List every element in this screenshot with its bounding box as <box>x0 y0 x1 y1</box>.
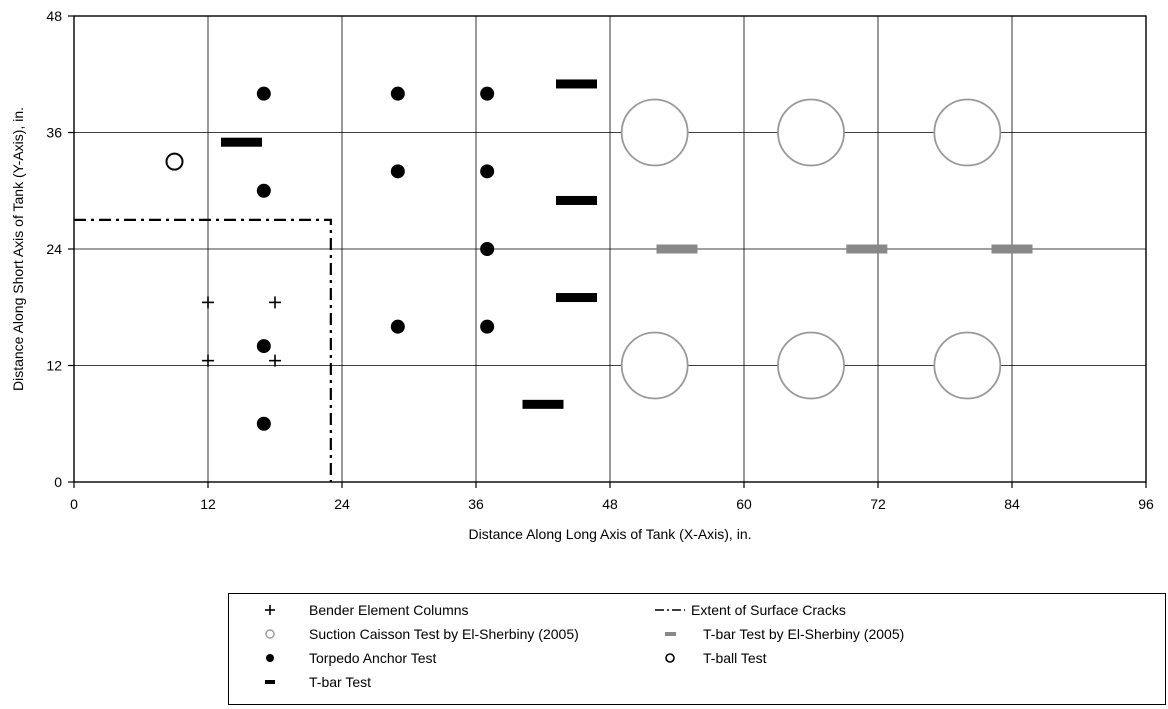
x-axis-title: Distance Along Long Axis of Tank (X-Axis… <box>469 526 752 542</box>
open-circle-marker-icon <box>265 629 275 639</box>
legend: Bender Element Columns Extent of Surface… <box>228 593 1166 705</box>
tbar-point <box>221 137 262 147</box>
torpedo-anchor-point <box>390 86 405 101</box>
legend-label: T-bar Test by El-Sherbiny (2005) <box>703 626 905 642</box>
tbar-elsherbiny-point <box>846 244 888 254</box>
x-tick-label: 36 <box>468 496 484 512</box>
torpedo-anchor-point <box>480 164 495 179</box>
tbar-point <box>556 79 597 89</box>
x-tick-label: 84 <box>1004 496 1020 512</box>
legend-item-tball: T-ball Test <box>653 648 767 668</box>
torpedo-anchor-point <box>480 86 495 101</box>
tbar-point <box>556 195 597 205</box>
legend-label: Bender Element Columns <box>309 602 469 618</box>
surface-crack-extent-line <box>74 218 332 482</box>
legend-item-tbar: T-bar Test <box>253 672 371 692</box>
suction-caisson-point <box>620 98 689 167</box>
torpedo-anchor-point <box>256 183 271 198</box>
x-tick-label: 12 <box>200 496 216 512</box>
tbar-elsherbiny-point <box>656 244 698 254</box>
legend-item-tbar-elsherbiny: T-bar Test by El-Sherbiny (2005) <box>653 624 904 644</box>
legend-label: T-bar Test <box>309 674 371 690</box>
legend-label: Extent of Surface Cracks <box>691 602 846 618</box>
torpedo-anchor-point <box>256 416 271 431</box>
suction-caisson-point <box>777 98 845 167</box>
x-tick-label: 60 <box>736 496 752 512</box>
torpedo-anchor-point <box>256 339 271 354</box>
legend-label: Torpedo Anchor Test <box>309 650 437 666</box>
suction-caisson-point <box>620 331 689 400</box>
y-tick-label: 48 <box>46 8 62 24</box>
legend-item-caisson: Suction Caisson Test by El-Sherbiny (200… <box>253 624 579 644</box>
tball-point <box>165 152 184 171</box>
legend-label: T-ball Test <box>703 650 767 666</box>
legend-item-torpedo: Torpedo Anchor Test <box>253 648 436 668</box>
x-tick-label: 96 <box>1138 496 1154 512</box>
y-tick-label: 24 <box>46 241 62 257</box>
torpedo-anchor-point <box>390 319 405 334</box>
suction-caisson-point <box>933 98 1002 167</box>
y-tick-label: 36 <box>46 125 62 141</box>
legend-item-cracks: Extent of Surface Cracks <box>653 600 846 620</box>
tbar-point <box>556 293 597 303</box>
torpedo-anchor-point <box>256 86 271 101</box>
torpedo-anchor-point <box>390 164 405 179</box>
dashdot-line-icon <box>655 609 685 611</box>
small-open-circle-marker-icon <box>665 653 675 663</box>
x-tick-label: 24 <box>334 496 350 512</box>
y-axis-title: Distance Along Short Axis of Tank (Y-Axi… <box>10 107 26 391</box>
torpedo-anchor-point <box>480 319 495 334</box>
tbar-elsherbiny-point <box>991 244 1033 254</box>
x-tick-label: 72 <box>870 496 886 512</box>
plus-marker-icon <box>265 605 275 615</box>
legend-label: Suction Caisson Test by El-Sherbiny (200… <box>309 626 579 642</box>
dash-marker-icon <box>665 632 676 636</box>
tbar-point <box>522 399 564 409</box>
y-tick-label: 12 <box>46 358 62 374</box>
x-tick-label: 0 <box>70 496 78 512</box>
torpedo-anchor-point <box>480 242 495 256</box>
suction-caisson-point <box>777 331 845 400</box>
plot-area: 0 12 24 36 48 60 72 84 96 0 12 24 36 48 Distance Along… <box>10 8 1154 542</box>
x-tick-label: 48 <box>602 496 618 512</box>
y-tick-label: 0 <box>54 474 62 490</box>
legend-item-bender: Bender Element Columns <box>253 600 469 620</box>
suction-caisson-point <box>933 331 1002 400</box>
filled-circle-marker-icon <box>266 654 274 662</box>
dash-marker-icon <box>265 680 275 684</box>
